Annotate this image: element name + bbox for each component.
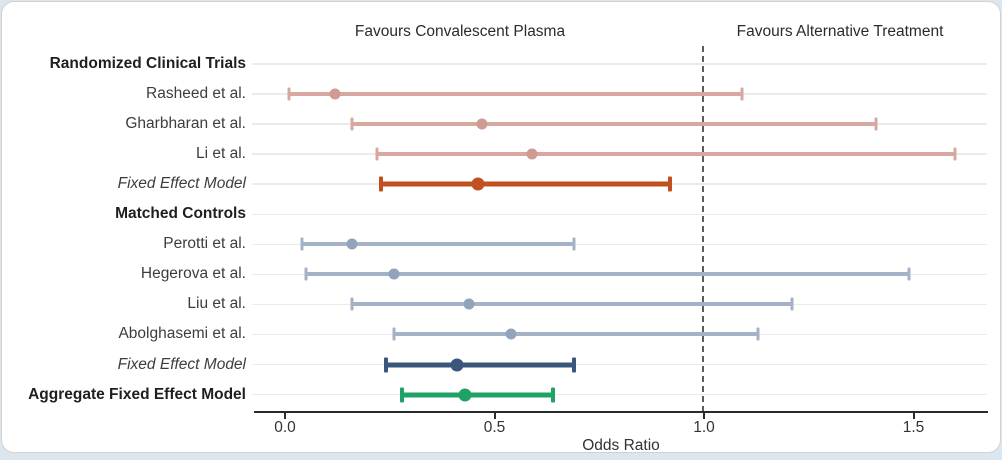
row-gridline <box>252 63 987 65</box>
ci-line <box>301 242 575 247</box>
row-label-rasheed-et-al-: Rasheed et al. <box>146 85 246 103</box>
ci-point <box>450 358 464 371</box>
ci-point <box>471 177 485 191</box>
ci-line <box>352 122 876 127</box>
ci-line <box>289 92 742 97</box>
ci-cap <box>572 237 576 251</box>
row-label-perotti-et-al-: Perotti et al. <box>163 235 246 253</box>
ci-cap <box>350 297 354 311</box>
ci-cap <box>287 87 291 101</box>
row-label-fixed-effect-model: Fixed Effect Model <box>117 175 246 193</box>
ci-cap <box>551 387 556 403</box>
row-label-liu-et-al-: Liu et al. <box>187 295 246 313</box>
ci-line <box>393 332 759 337</box>
ci-point <box>463 298 475 310</box>
row-label-hegerova-et-al-: Hegerova et al. <box>140 265 246 283</box>
x-tick-label: 0.0 <box>274 419 296 436</box>
ci-line <box>377 152 956 157</box>
row-label-fixed-effect-model: Fixed Effect Model <box>117 355 246 373</box>
x-axis-title: Odds Ratio <box>582 437 660 454</box>
ci-cap <box>668 176 673 192</box>
row-label-gharbharan-et-al-: Gharbharan et al. <box>125 115 246 133</box>
favours-right-label: Favours Alternative Treatment <box>736 23 944 40</box>
x-tick-mark <box>493 412 496 419</box>
row-gridline <box>252 213 987 215</box>
row-gridline <box>252 243 987 246</box>
ci-cap <box>350 117 354 131</box>
favours-left-label: Favours Convalescent Plasma <box>354 23 566 40</box>
ci-cap <box>304 267 308 281</box>
ci-point <box>329 88 341 100</box>
ci-cap <box>400 387 405 403</box>
ci-cap <box>392 327 396 341</box>
row-label-li-et-al-: Li et al. <box>196 145 246 163</box>
ci-point <box>476 118 488 130</box>
row-gridline <box>252 363 987 366</box>
ci-cap <box>740 87 744 101</box>
ci-point <box>346 238 358 250</box>
ci-line <box>352 302 792 307</box>
ci-line <box>305 272 910 277</box>
ci-point <box>458 388 472 402</box>
x-tick-mark <box>912 412 915 419</box>
ci-cap <box>907 267 911 281</box>
ci-cap <box>300 237 304 251</box>
ci-cap <box>953 147 957 161</box>
ci-cap <box>383 357 388 372</box>
ci-line <box>402 392 554 398</box>
ci-cap <box>756 327 760 341</box>
ci-point <box>388 268 400 280</box>
ci-cap <box>874 117 878 131</box>
ci-cap <box>572 357 577 372</box>
x-tick-label: 1.0 <box>693 419 715 436</box>
row-gridline <box>252 393 987 396</box>
ci-line <box>381 181 671 187</box>
x-axis-line <box>254 411 988 413</box>
x-tick-label: 1.5 <box>902 419 925 436</box>
row-label-aggregate-fixed-effect-model: Aggregate Fixed Effect Model <box>28 385 246 403</box>
ci-cap <box>375 147 379 161</box>
x-tick-mark <box>284 412 286 419</box>
row-label-abolghasemi-et-al-: Abolghasemi et al. <box>118 325 246 343</box>
ci-cap <box>379 176 384 192</box>
ci-point <box>526 148 538 160</box>
ci-cap <box>790 297 794 311</box>
x-tick-label: 0.5 <box>483 419 506 436</box>
ci-point <box>505 328 517 340</box>
ci-line <box>385 362 575 367</box>
row-label-matched-controls: Matched Controls <box>115 205 246 223</box>
x-tick-mark <box>703 412 705 419</box>
row-label-randomized-clinical-trials: Randomized Clinical Trials <box>49 55 246 72</box>
reference-line-dashed <box>702 46 704 412</box>
